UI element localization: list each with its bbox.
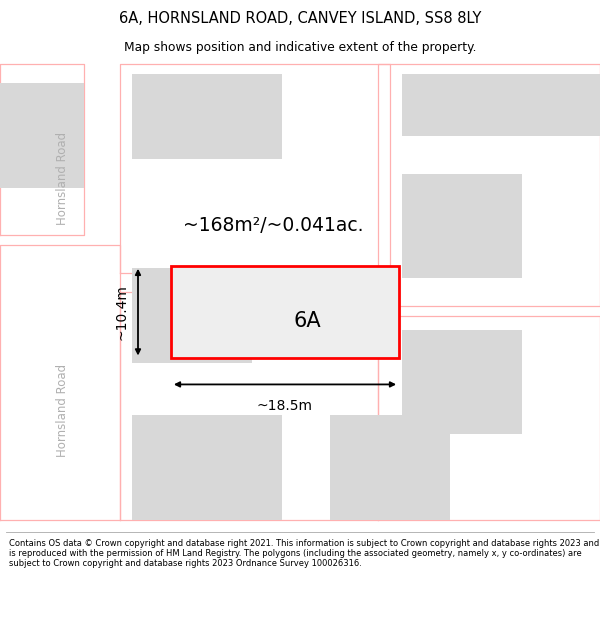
- Text: Contains OS data © Crown copyright and database right 2021. This information is : Contains OS data © Crown copyright and d…: [9, 539, 599, 568]
- Bar: [330, 415, 450, 519]
- Text: 6A: 6A: [294, 311, 322, 331]
- Text: 6A, HORNSLAND ROAD, CANVEY ISLAND, SS8 8LY: 6A, HORNSLAND ROAD, CANVEY ISLAND, SS8 8…: [119, 11, 481, 26]
- Text: ~18.5m: ~18.5m: [257, 399, 313, 412]
- Text: Map shows position and indicative extent of the property.: Map shows position and indicative extent…: [124, 41, 476, 54]
- Bar: [402, 174, 522, 278]
- Text: Hornsland Road: Hornsland Road: [56, 364, 70, 457]
- Bar: [402, 330, 522, 434]
- Text: Hornsland Road: Hornsland Road: [56, 132, 70, 225]
- Bar: [132, 415, 282, 519]
- Bar: [171, 266, 399, 358]
- Bar: [0, 84, 84, 188]
- Text: ~168m²/~0.041ac.: ~168m²/~0.041ac.: [183, 216, 364, 235]
- Text: ~10.4m: ~10.4m: [115, 284, 129, 340]
- Bar: [402, 74, 600, 136]
- Bar: [132, 268, 252, 363]
- Bar: [132, 74, 282, 159]
